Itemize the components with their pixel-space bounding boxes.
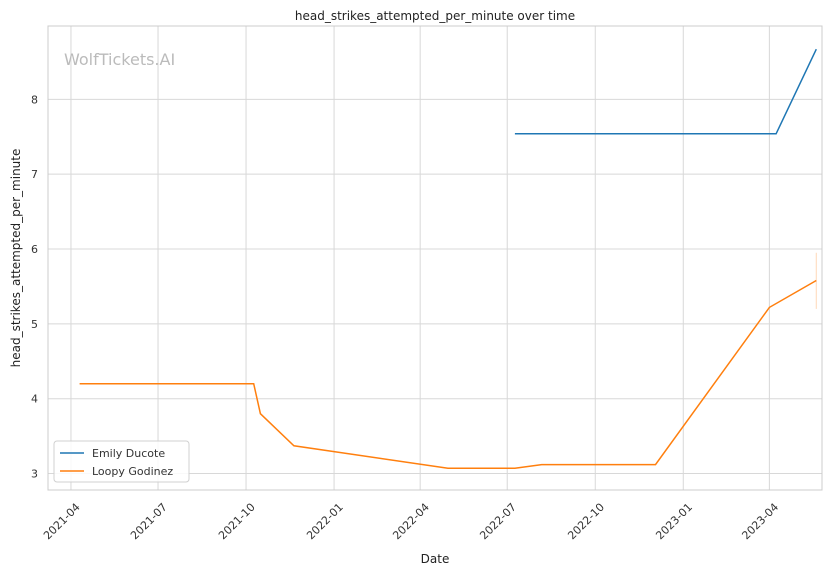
x-tick-label: 2022-04 <box>390 501 432 543</box>
legend-label: Emily Ducote <box>92 447 165 460</box>
series-layer <box>79 48 817 470</box>
chart-title: head_strikes_attempted_per_minute over t… <box>295 9 575 23</box>
x-tick-label: 2022-01 <box>304 501 346 543</box>
plot-frame <box>47 25 823 491</box>
watermark-text: WolfTickets.AI <box>64 50 175 69</box>
y-tick-label: 3 <box>31 468 38 481</box>
legend-label: Loopy Godinez <box>92 465 173 478</box>
x-tick-label: 2022-07 <box>477 501 519 543</box>
grid-lines <box>48 26 822 490</box>
legend: Emily Ducote Loopy Godinez <box>53 440 190 483</box>
x-axis-label: Date <box>421 552 450 566</box>
x-tick-label: 2023-04 <box>739 501 781 543</box>
y-axis-label: head_strikes_attempted_per_minute <box>9 149 23 368</box>
series-line <box>79 279 817 470</box>
y-tick-label: 7 <box>31 168 38 181</box>
legend-box <box>53 440 190 483</box>
x-tick-label: 2022-10 <box>565 501 607 543</box>
x-tick-label: 2021-04 <box>41 501 83 543</box>
y-tick-label: 6 <box>31 243 38 256</box>
x-axis-ticks: 2021-04 2021-07 2021-10 2022-01 2022-04 2022-… <box>41 501 781 543</box>
y-tick-label: 4 <box>31 393 38 406</box>
x-tick-label: 2021-07 <box>128 501 170 543</box>
series-line <box>514 48 817 135</box>
y-axis-ticks: 3 4 5 6 7 8 <box>31 93 38 480</box>
y-tick-label: 8 <box>31 93 38 106</box>
y-tick-label: 5 <box>31 318 38 331</box>
x-tick-label: 2023-01 <box>653 501 695 543</box>
x-tick-label: 2021-10 <box>216 501 258 543</box>
